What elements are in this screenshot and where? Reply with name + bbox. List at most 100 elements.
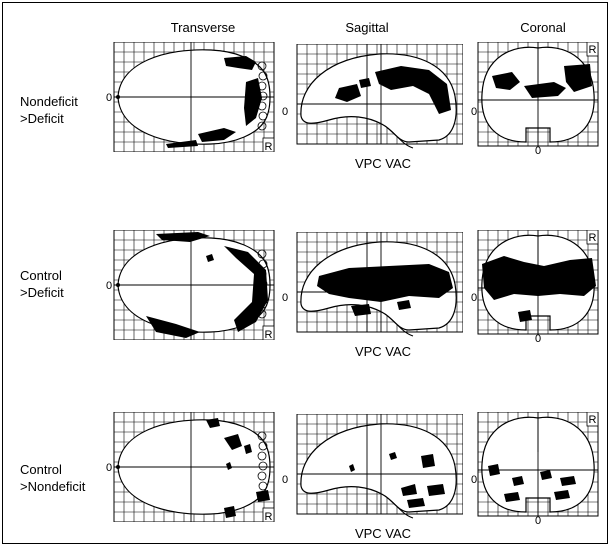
activation-cluster bbox=[512, 476, 524, 486]
right-hemisphere-marker: R bbox=[265, 329, 273, 340]
activation-cluster bbox=[488, 464, 500, 476]
row-label-line2: >Nondeficit bbox=[20, 479, 86, 494]
zero-marker-coronal-row3: 0 bbox=[471, 474, 478, 486]
transverse-panel-svg: 0R bbox=[106, 42, 275, 152]
zero-marker: 0 bbox=[535, 515, 541, 524]
right-hemisphere-marker: R bbox=[589, 44, 597, 56]
transverse-panel-svg: 0R bbox=[106, 412, 275, 522]
coronal-panel-svg: R0 bbox=[477, 412, 599, 524]
gyral-contour bbox=[257, 121, 267, 131]
activation-cluster bbox=[407, 498, 425, 508]
r-box bbox=[586, 230, 599, 245]
activation-cluster bbox=[244, 444, 252, 454]
activation-cluster bbox=[335, 84, 361, 102]
activation-clusters bbox=[492, 64, 592, 98]
activation-cluster bbox=[359, 78, 371, 88]
zero-marker: 0 bbox=[106, 462, 112, 474]
brainstem-contour bbox=[384, 313, 414, 337]
transverse-panel-svg: 0R bbox=[106, 230, 275, 340]
activation-clusters bbox=[488, 464, 576, 502]
zero-marker: 0 bbox=[535, 145, 541, 154]
activation-clusters bbox=[206, 418, 270, 518]
zero-marker-sagittal-row2: 0 bbox=[282, 292, 289, 304]
activation-cluster bbox=[401, 484, 417, 496]
gyral-contour bbox=[258, 461, 268, 471]
brainstem-contour bbox=[384, 125, 414, 149]
zero-marker: 0 bbox=[106, 280, 112, 292]
right-hemisphere-marker: R bbox=[265, 141, 273, 152]
activation-cluster bbox=[166, 140, 198, 148]
zero-marker: 0 bbox=[535, 333, 541, 342]
gyral-contour bbox=[258, 71, 268, 81]
activation-clusters bbox=[335, 66, 451, 114]
activation-cluster bbox=[554, 490, 570, 500]
sagittal-panel-svg bbox=[296, 232, 463, 337]
column-header-sagittal: Sagittal bbox=[345, 20, 389, 35]
row-label-control-gt-nondeficit: Control >Nondeficit bbox=[20, 461, 85, 495]
activation-cluster bbox=[226, 462, 232, 470]
zero-marker-coronal-row1: 0 bbox=[471, 106, 478, 118]
r-box bbox=[262, 507, 275, 522]
row-label-line1: Nondeficit bbox=[20, 94, 78, 109]
activation-cluster bbox=[504, 492, 520, 502]
zero-marker-coronal-row2: 0 bbox=[471, 292, 478, 304]
activation-cluster bbox=[482, 256, 596, 300]
origin-dot bbox=[116, 95, 120, 99]
gyral-contour bbox=[257, 431, 267, 441]
activation-cluster bbox=[397, 300, 411, 310]
sagittal-panel-svg bbox=[296, 414, 463, 519]
activation-cluster bbox=[351, 304, 371, 316]
activation-cluster bbox=[244, 78, 262, 126]
activation-cluster bbox=[206, 418, 220, 428]
zero-marker-sagittal-row3: 0 bbox=[282, 474, 289, 486]
gyral-contour bbox=[257, 249, 267, 259]
gyral-contour bbox=[257, 451, 267, 461]
sagittal-panel-svg bbox=[296, 44, 463, 149]
row-label-line1: Control bbox=[20, 462, 62, 477]
activation-cluster bbox=[375, 66, 451, 114]
activation-cluster bbox=[146, 316, 200, 338]
brain-outline bbox=[300, 423, 457, 513]
activation-cluster bbox=[421, 454, 435, 468]
brainstem-contour bbox=[384, 495, 414, 519]
activation-cluster bbox=[564, 64, 592, 92]
activation-cluster bbox=[540, 470, 552, 480]
origin-dot bbox=[116, 283, 120, 287]
activation-cluster bbox=[224, 506, 236, 518]
activation-cluster bbox=[256, 490, 270, 502]
sagittal-panel bbox=[289, 232, 463, 340]
activation-cluster bbox=[224, 246, 268, 332]
gyral-contour bbox=[258, 111, 268, 121]
activation-cluster bbox=[206, 254, 214, 262]
activation-cluster bbox=[389, 452, 397, 460]
gyral-contour bbox=[257, 61, 267, 71]
coronal-panel-svg: R0 bbox=[477, 42, 599, 154]
coronal-panel-svg: R0 bbox=[477, 230, 599, 342]
activation-cluster bbox=[349, 464, 355, 472]
zero-marker: 0 bbox=[106, 92, 112, 104]
activation-cluster bbox=[518, 310, 532, 322]
activation-clusters bbox=[166, 56, 262, 148]
activation-cluster bbox=[198, 128, 236, 142]
right-hemisphere-marker: R bbox=[265, 511, 273, 522]
origin-dot bbox=[116, 465, 120, 469]
gyral-contour bbox=[258, 481, 268, 491]
activation-cluster bbox=[156, 232, 210, 242]
r-box bbox=[586, 42, 599, 57]
gyral-contour bbox=[257, 471, 267, 481]
activation-cluster bbox=[224, 434, 242, 450]
right-hemisphere-marker: R bbox=[589, 232, 597, 244]
activation-clusters bbox=[317, 264, 453, 316]
sagittal-caption-row3: VPC VAC bbox=[354, 526, 412, 541]
row-label-line2: >Deficit bbox=[20, 111, 64, 126]
activation-clusters bbox=[146, 232, 268, 338]
sagittal-caption-row2: VPC VAC bbox=[354, 344, 412, 359]
activation-clusters bbox=[482, 256, 596, 322]
activation-cluster bbox=[524, 82, 566, 98]
